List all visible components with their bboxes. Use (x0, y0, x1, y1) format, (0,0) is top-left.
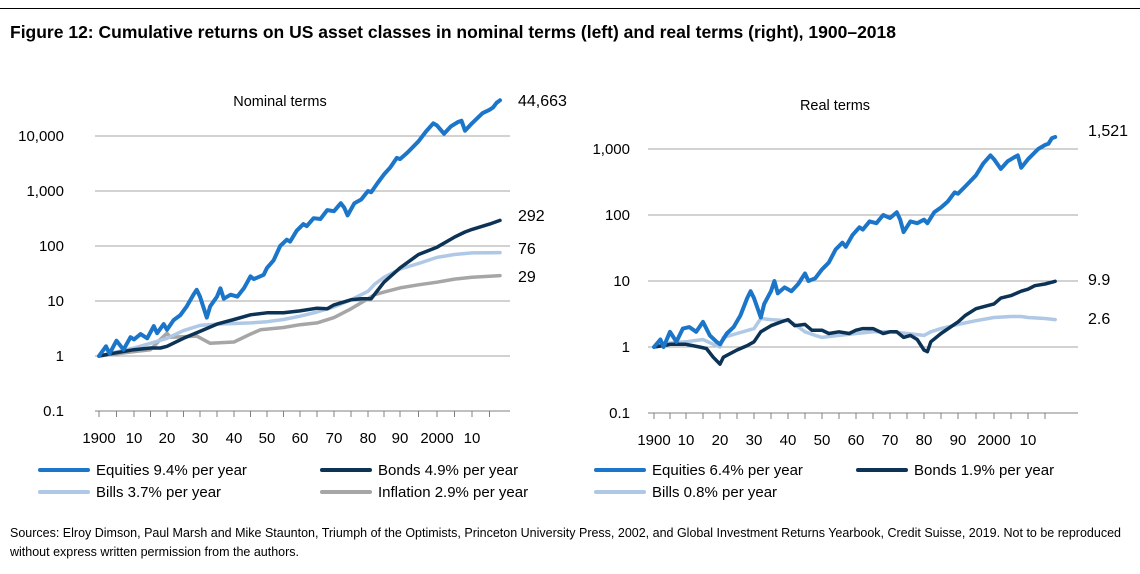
real-legend-label-bonds: Bonds 1.9% per year (914, 462, 1054, 479)
real-ytick-label: 10 (613, 273, 630, 290)
sources-note: Sources: Elroy Dimson, Paul Marsh and Mi… (10, 526, 1121, 559)
real-end-label-bonds: 9.9 (1088, 272, 1110, 289)
real-ytick-label: 1,000 (592, 141, 630, 158)
nominal-xtick-label: 2000 (420, 430, 453, 447)
nominal-ytick-label: 0.1 (43, 403, 64, 420)
nominal-xtick-label: 80 (360, 430, 377, 447)
real-legend-label-bills: Bills 0.8% per year (652, 484, 777, 501)
real-ytick-label: 0.1 (609, 405, 630, 422)
nominal-xtick-label: 50 (259, 430, 276, 447)
nominal-end-label-equities: 44,663 (518, 93, 567, 110)
real-xtick-label: 40 (780, 432, 797, 449)
real-series-equities (652, 135, 1058, 349)
nominal-ytick-label: 1 (56, 348, 64, 365)
nominal-xtick-label: 90 (392, 430, 409, 447)
nominal-end-label-inflation: 29 (518, 269, 536, 286)
nominal-xtick-label: 1900 (82, 430, 115, 447)
nominal-xtick-label: 70 (326, 430, 343, 447)
real-xtick-label: 70 (882, 432, 899, 449)
real-ytick-label: 1 (622, 339, 630, 356)
real-ytick-label: 100 (605, 207, 630, 224)
nominal-legend-label-inflation: Inflation 2.9% per year (378, 484, 528, 501)
real-xtick-label: 10 (1020, 432, 1037, 449)
real-xtick-label: 90 (950, 432, 967, 449)
nominal-ytick-label: 100 (39, 238, 64, 255)
real-end-label-bills: 2.6 (1088, 311, 1110, 328)
nominal-series-bonds (97, 218, 502, 358)
real-series-bonds (652, 279, 1057, 366)
nominal-series-equities (97, 98, 502, 358)
real-end-label-equities: 1,521 (1088, 123, 1128, 140)
nominal-legend-label-bills: Bills 3.7% per year (96, 484, 221, 501)
nominal-series-bills (97, 250, 502, 358)
nominal-xtick-label: 10 (126, 430, 143, 447)
nominal-panel-title: Nominal terms (233, 94, 326, 110)
nominal-xtick-label: 10 (464, 430, 481, 447)
nominal-ytick-label: 10 (47, 293, 64, 310)
nominal-legend-label-bonds: Bonds 4.9% per year (378, 462, 518, 479)
real-panel-title: Real terms (800, 98, 870, 114)
nominal-xtick-label: 40 (226, 430, 243, 447)
real-xtick-label: 10 (678, 432, 695, 449)
nominal-end-label-bills: 76 (518, 241, 536, 258)
real-xtick-label: 30 (746, 432, 763, 449)
real-legend-label-equities: Equities 6.4% per year (652, 462, 803, 479)
nominal-chart: 0.1 1 10 100 1,000 10,000 1900 10 20 30 40 50 60 70 80… (18, 93, 567, 447)
legend: Equities 9.4% per year Bonds 4.9% per yea… (38, 462, 1054, 501)
real-xtick-label: 1900 (637, 432, 670, 449)
nominal-ytick-label: 10,000 (18, 128, 64, 145)
real-chart: 0.1 1 10 100 1,000 1900 10 20 30 40 50 60 70 80 90 2000… (592, 98, 1128, 449)
figure-title: Figure 12: Cumulative returns on US asse… (10, 22, 896, 42)
nominal-xtick-label: 60 (292, 430, 309, 447)
top-rule (0, 8, 1140, 9)
real-xtick-label: 2000 (977, 432, 1010, 449)
nominal-ytick-label: 1,000 (26, 183, 64, 200)
nominal-xtick-label: 30 (192, 430, 209, 447)
real-xtick-label: 50 (814, 432, 831, 449)
real-xtick-label: 20 (712, 432, 729, 449)
real-xtick-label: 60 (848, 432, 865, 449)
nominal-series-inflation (97, 273, 502, 358)
real-xtick-label: 80 (916, 432, 933, 449)
nominal-legend-label-equities: Equities 9.4% per year (96, 462, 247, 479)
nominal-xtick-label: 20 (159, 430, 176, 447)
nominal-end-label-bonds: 292 (518, 208, 545, 225)
